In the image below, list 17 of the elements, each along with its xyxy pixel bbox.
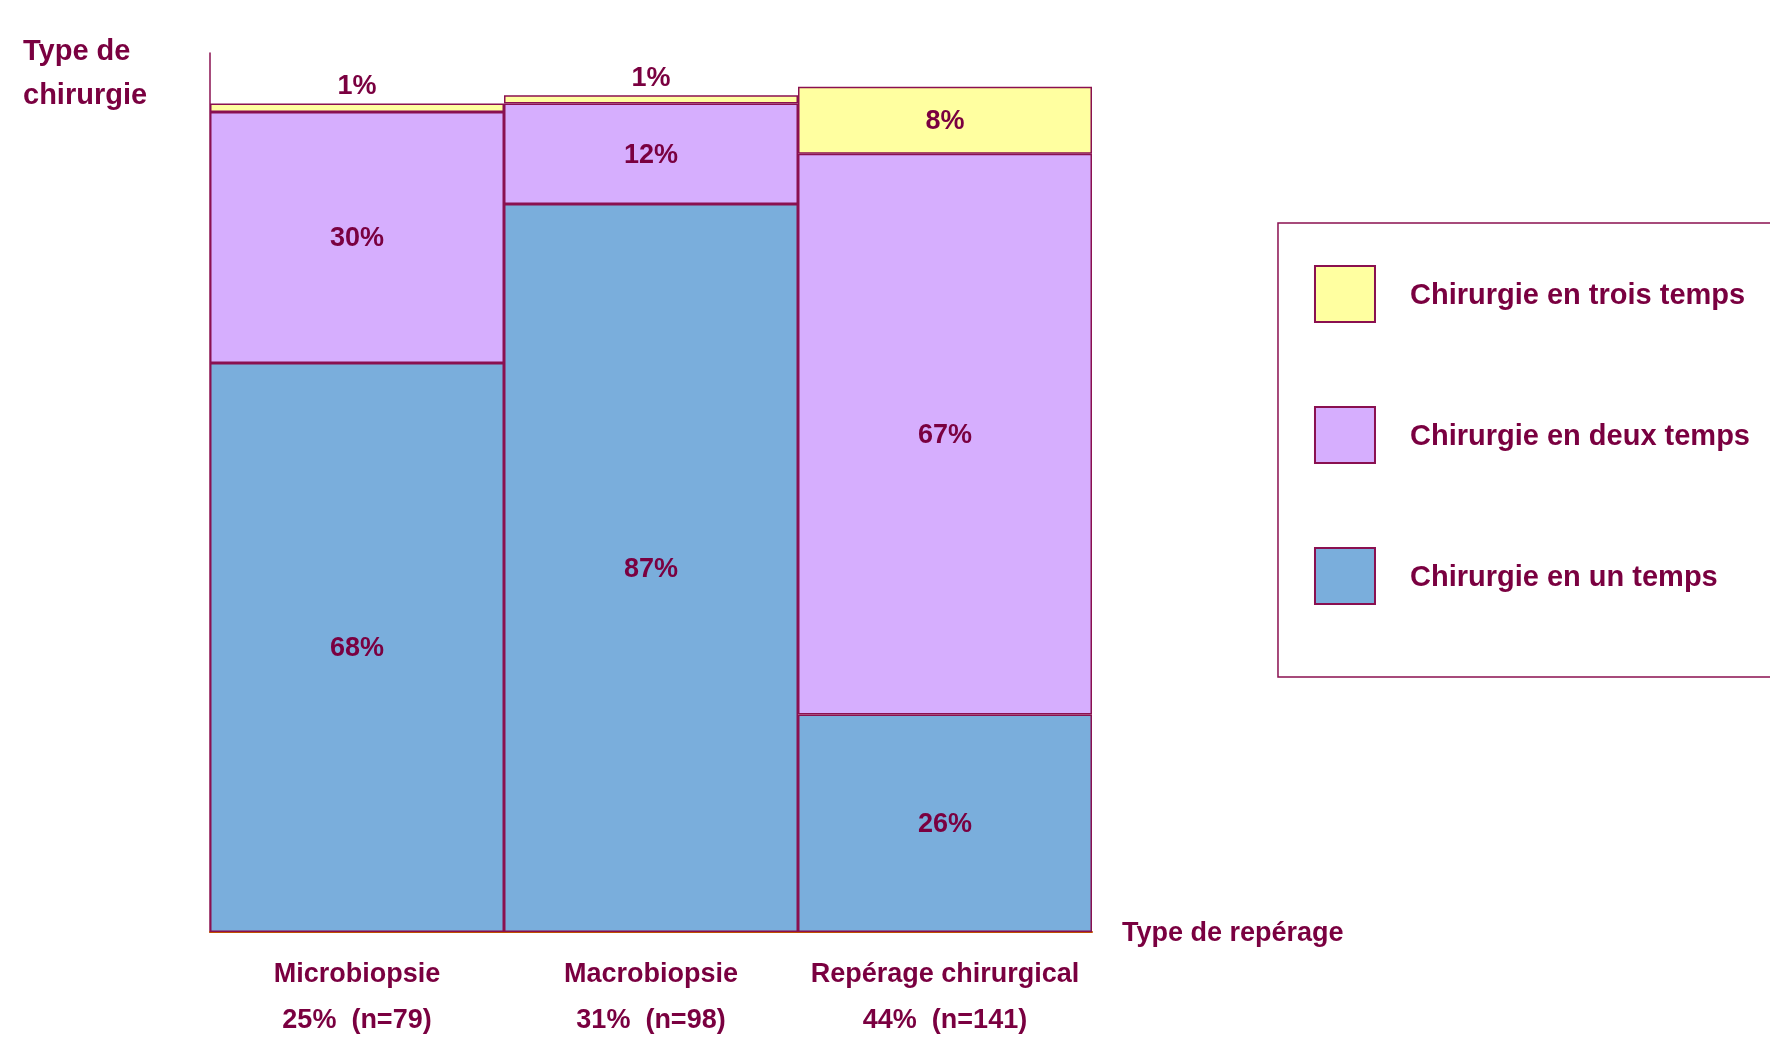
data-label: 87% [623, 552, 679, 583]
data-label: 67% [917, 419, 973, 450]
y-axis-title: Type de chirurgie [23, 34, 148, 110]
x-tick-label: Microbiopsie 25% (n=79) [273, 958, 441, 1034]
data-label: 12% [623, 138, 679, 169]
legend-label: Chirurgie en un temps [1409, 560, 1718, 592]
x-tick-label: Macrobiopsie 31% (n=98) [563, 958, 739, 1034]
data-label: 1% [337, 70, 377, 101]
legend-label: Chirurgie en deux temps [1409, 419, 1750, 451]
data-label: 68% [329, 632, 385, 663]
x-tick-label: Repérage chirurgical 44% (n=141) [810, 958, 1080, 1034]
x-axis-title: Type de repérage [1122, 917, 1344, 947]
data-label: 26% [917, 808, 973, 839]
legend-label: Chirurgie en trois temps [1409, 278, 1746, 310]
data-label: 8% [925, 105, 965, 136]
data-label: 30% [329, 222, 385, 253]
data-label: 1% [631, 61, 671, 92]
